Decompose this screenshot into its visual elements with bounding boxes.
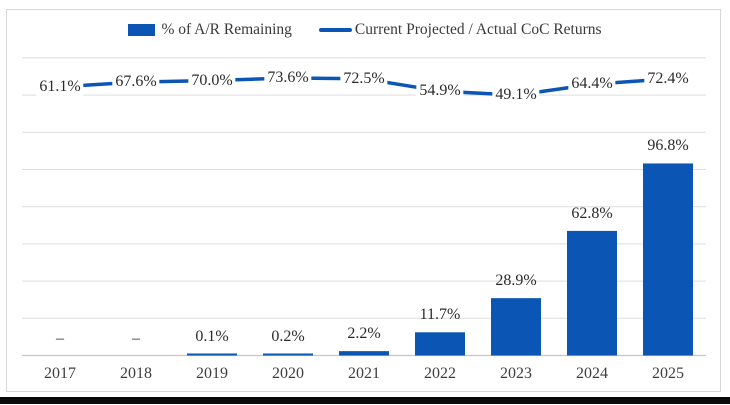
coc-returns-line	[58, 76, 670, 97]
bar-2019	[187, 353, 237, 356]
bar-2020	[263, 353, 313, 356]
legend-item-line-series: Current Projected / Actual CoC Returns	[318, 21, 602, 39]
legend-label-bar-series: % of A/R Remaining	[161, 21, 292, 38]
bar-2025	[643, 163, 693, 356]
bar-2022	[415, 332, 465, 356]
chart-legend: % of A/R Remaining Current Projected / A…	[0, 21, 730, 39]
legend-item-bar-series: % of A/R Remaining	[128, 21, 292, 39]
bar-2024	[567, 230, 617, 356]
line-series-swatch-icon	[318, 28, 352, 32]
bottom-border-strip	[0, 397, 730, 404]
bar-2023	[491, 298, 541, 356]
legend-label-line-series: Current Projected / Actual CoC Returns	[354, 21, 602, 38]
bar-series-swatch-icon	[128, 24, 156, 36]
bar-2021	[339, 351, 389, 356]
